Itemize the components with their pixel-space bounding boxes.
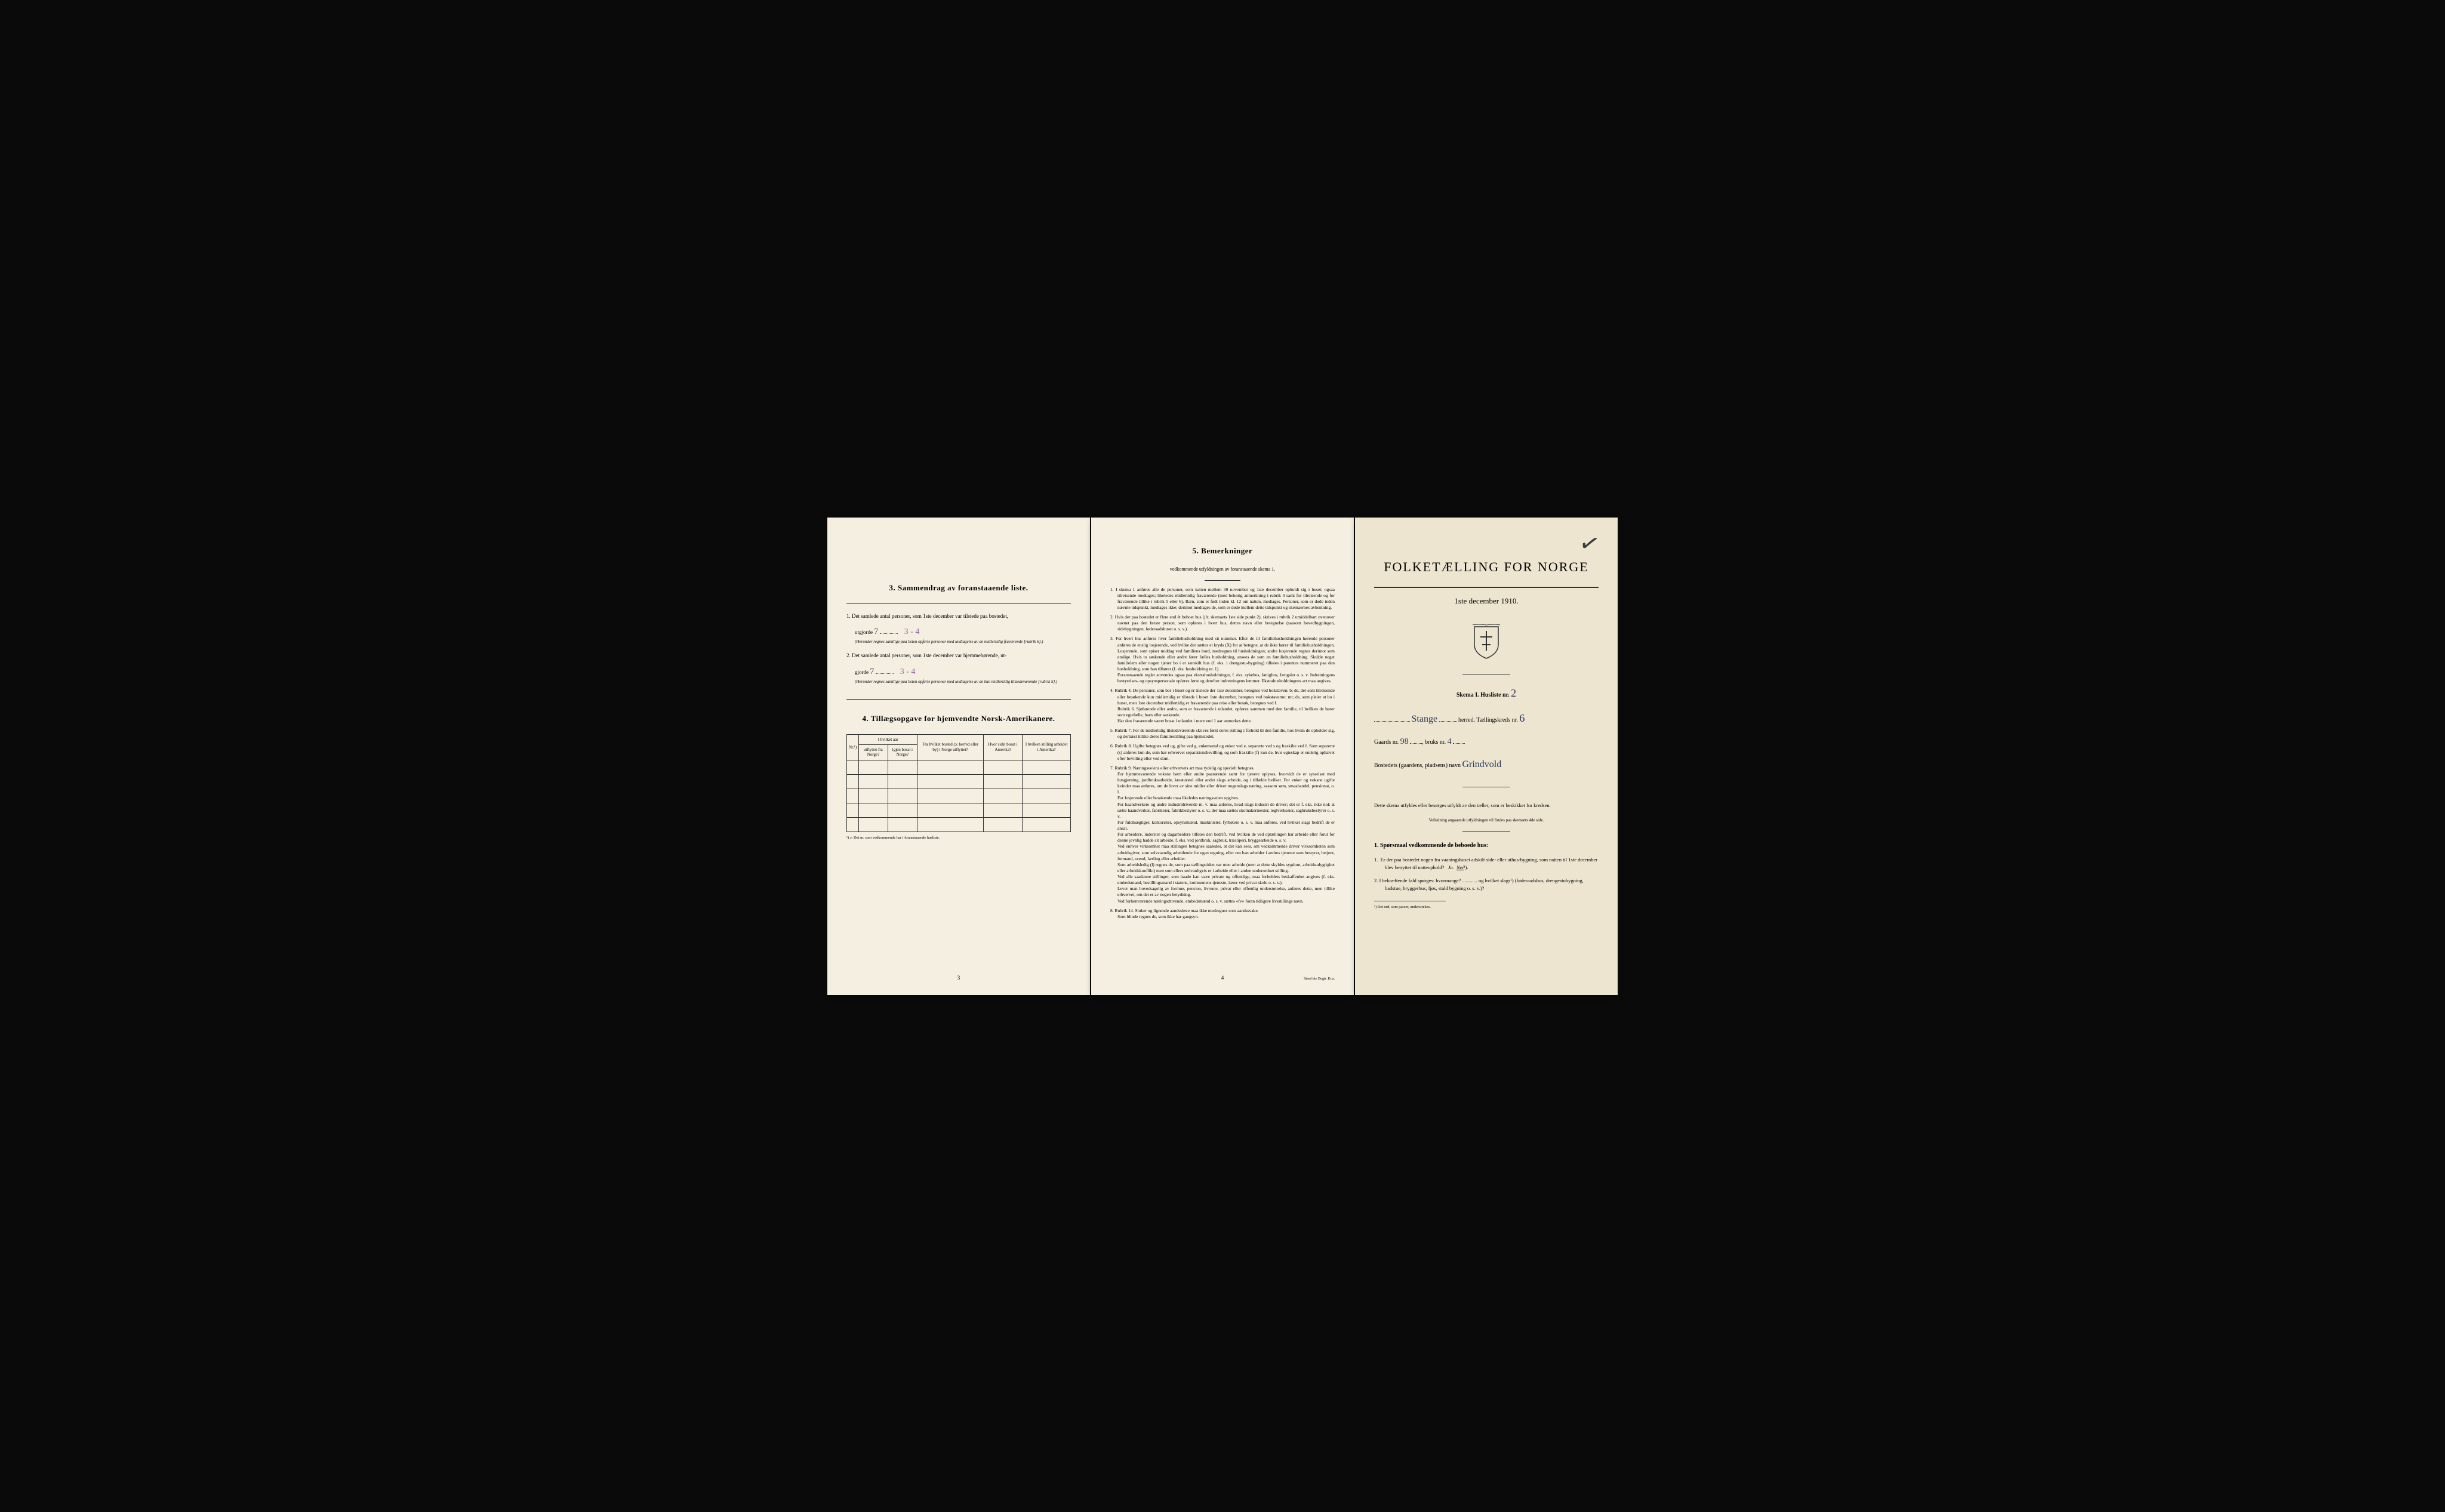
checkmark-annotation: ✓	[1576, 527, 1603, 559]
table-row	[847, 774, 1071, 789]
remark-3: 3. For hvert hus anføres hver familiehus…	[1110, 636, 1335, 684]
herred-value: Stange	[1412, 714, 1438, 724]
remark-5: 5. Rubrik 7. For de midlertidig tilstede…	[1110, 728, 1335, 740]
dotted-line	[1410, 743, 1422, 744]
kreds-nr: 6	[1519, 712, 1525, 724]
question-1: 1. Er der paa bostedet nogen fra vaaning…	[1374, 856, 1599, 872]
page-4: 5. Bemerkninger vedkommende utfyldningen…	[1091, 518, 1354, 995]
th-amerika: Hvor sidst bosat i Amerika?	[983, 734, 1022, 760]
remark-6: 6. Rubrik 8. Ugifte betegnes ved ug, gif…	[1110, 743, 1335, 761]
document-spread: 3. Sammendrag av foranstaaende liste. 1.…	[827, 518, 1618, 995]
summary-item-1: 1. Det samlede antal personer, som 1ste …	[846, 612, 1071, 621]
page-number: 3	[957, 975, 960, 981]
remark-7: 7. Rubrik 9. Næringsveiens eller erhverv…	[1110, 765, 1335, 904]
gaards-nr: 98	[1400, 737, 1409, 746]
item2-value-line: gjorde 7 3 - 4	[846, 667, 1071, 677]
table-row	[847, 803, 1071, 817]
item1-correction: 3 - 4	[904, 627, 920, 636]
main-title: FOLKETÆLLING FOR NORGE	[1374, 559, 1599, 575]
item1-text: 1. Det samlede antal personer, som 1ste …	[846, 613, 1008, 619]
table-row	[847, 760, 1071, 774]
gjorde-label: gjorde	[855, 669, 869, 675]
th-bosted: Fra hvilket bosted (ɔ: herred eller by) …	[917, 734, 984, 760]
printer-mark: Steen'ske Bogtr. Kr.a.	[1304, 977, 1335, 981]
utgjorde-label: utgjorde	[855, 629, 873, 635]
section-5-heading: 5. Bemerkninger	[1110, 546, 1335, 556]
item2-note: (Herunder regnes samtlige paa listen opf…	[855, 679, 1071, 685]
section-3-heading: 3. Sammendrag av foranstaaende liste.	[846, 583, 1071, 593]
summary-item-2: 2. Det samlede antal personer, som 1ste …	[846, 652, 1071, 660]
form-instruction: Dette skema utfyldes eller besørges utfy…	[1374, 802, 1599, 809]
gaards-label: Gaards nr.	[1374, 739, 1399, 746]
table-row	[847, 817, 1071, 832]
page-number: 4	[1221, 975, 1224, 981]
section-4-heading: 4. Tillægsopgave for hjemvendte Norsk-Am…	[846, 714, 1071, 723]
th-igjen: igjen bosat i Norge?	[888, 745, 917, 760]
table-footnote: ¹) ɔ: Det nr. som vedkommende har i fora…	[846, 836, 1071, 840]
remark-1: 1. I skema 1 anføres alle de personer, s…	[1110, 587, 1335, 611]
subtitle: 1ste december 1910.	[1374, 596, 1599, 606]
herred-line: Stange herred. Tællingskreds nr. 6	[1374, 710, 1599, 727]
th-aar-group: I hvilket aar	[859, 734, 917, 744]
remark-2: 2. Hvis der paa bostedet er flere end ét…	[1110, 614, 1335, 632]
section-5-subheading: vedkommende utfyldningen av foranstaaend…	[1110, 566, 1335, 572]
th-nr: Nr.¹)	[847, 734, 859, 760]
herred-label: herred. Tællingskreds nr.	[1458, 717, 1518, 723]
veiledning: Veiledning angaaende utfyldningen vil fi…	[1374, 818, 1599, 823]
title-rule	[1374, 587, 1599, 588]
question-2: 2. I bekræftende fald spørges: hvormange…	[1374, 877, 1599, 892]
th-stilling: I hvilken stilling arbeidet i Amerika?	[1023, 734, 1071, 760]
cover-page: ✓ FOLKETÆLLING FOR NORGE 1ste december 1…	[1355, 518, 1618, 995]
dotted-line	[1439, 721, 1457, 722]
dotted-line	[876, 673, 894, 674]
divider	[846, 699, 1071, 700]
th-utflyttet: utflyttet fra Norge?	[859, 745, 888, 760]
norsk-amerikanere-table: Nr.¹) I hvilket aar Fra hvilket bosted (…	[846, 734, 1071, 832]
page-3: 3. Sammendrag av foranstaaende liste. 1.…	[827, 518, 1090, 995]
dotted-line	[1453, 743, 1465, 744]
table-row	[847, 789, 1071, 803]
bruks-nr: 4	[1448, 737, 1452, 746]
bosted-value: Grindvold	[1462, 759, 1501, 769]
item1-value-line: utgjorde 7 3 - 4	[846, 627, 1071, 637]
coat-of-arms-icon	[1374, 624, 1599, 663]
item2-text: 2. Det samlede antal personer, som 1ste …	[846, 652, 1006, 658]
item1-value: 7	[874, 627, 878, 636]
dotted-line	[1374, 721, 1410, 722]
skema-label: Skema I. Husliste nr.	[1456, 692, 1510, 698]
item1-note: (Herunder regnes samtlige paa listen opf…	[855, 639, 1071, 645]
question-heading: 1. Spørsmaal vedkommende de beboede hus:	[1374, 842, 1599, 849]
divider	[846, 603, 1071, 604]
gaards-line: Gaards nr. 98 , bruks nr. 4	[1374, 735, 1599, 749]
bosted-label: Bostedets (gaardens, pladsens) navn	[1374, 762, 1461, 769]
item2-value: 7	[870, 667, 874, 676]
short-divider	[1462, 831, 1510, 832]
item2-correction: 3 - 4	[900, 667, 916, 676]
short-divider	[1205, 580, 1240, 581]
skema-line: Skema I. Husliste nr. 2	[1374, 685, 1599, 702]
remark-8: 8. Rubrik 14. Sinker og lignende aandssl…	[1110, 908, 1335, 920]
dotted-line	[880, 633, 898, 634]
bruks-label: bruks nr.	[1425, 739, 1446, 746]
remark-4: 4. Rubrik 4. De personer, som bor i huse…	[1110, 688, 1335, 724]
husliste-nr: 2	[1511, 687, 1516, 699]
bosted-line: Bostedets (gaardens, pladsens) navn Grin…	[1374, 757, 1599, 772]
footnote: ¹) Det ord, som passer, understrekes.	[1374, 905, 1599, 909]
